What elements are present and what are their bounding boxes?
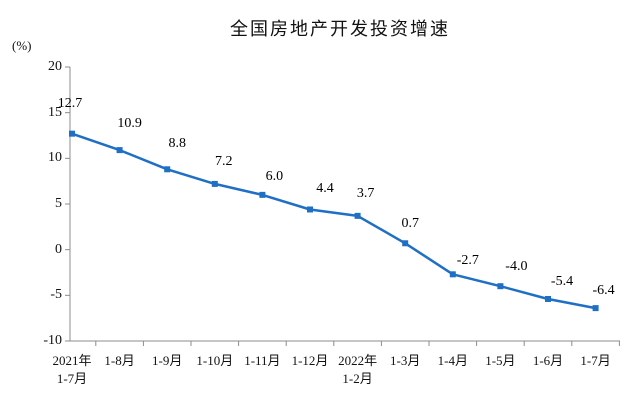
x-tick-label: 2021年 1-7月 xyxy=(52,353,92,386)
data-label: 8.8 xyxy=(168,136,186,152)
data-label: 6.0 xyxy=(265,168,284,184)
y-tick-label: 5 xyxy=(55,196,62,211)
data-label: 4.4 xyxy=(316,181,334,197)
data-label: 0.7 xyxy=(401,216,419,232)
data-point-marker xyxy=(211,180,218,187)
x-tick-label: 1-5月 xyxy=(485,353,516,368)
data-label: 3.7 xyxy=(356,185,375,201)
data-point-marker xyxy=(116,147,123,154)
data-point-marker xyxy=(307,206,313,213)
y-axis-unit-label: (%) xyxy=(12,38,32,53)
data-label: -2.7 xyxy=(456,253,479,269)
data-point-marker xyxy=(592,305,599,312)
y-tick-label: 0 xyxy=(55,241,62,257)
data-point-marker xyxy=(69,130,75,137)
data-point-marker xyxy=(259,191,266,198)
chart-title: 全国房地产开发投资增速 xyxy=(230,19,450,40)
x-tick-label: 2022年 1-2月 xyxy=(338,353,378,386)
data-label: -4.0 xyxy=(505,259,528,275)
data-label: 10.9 xyxy=(117,116,142,132)
data-label: 7.2 xyxy=(215,153,233,169)
x-tick-label: 1-10月 xyxy=(196,353,234,368)
x-tick-label: 1-6月 xyxy=(532,353,564,368)
x-tick-label: 1-3月 xyxy=(390,353,421,368)
y-tick-label: 10 xyxy=(48,150,62,166)
y-tick-label: 15 xyxy=(48,104,62,120)
data-point-marker xyxy=(449,271,456,278)
x-tick-label: 1-12月 xyxy=(291,353,329,368)
y-tick-label: -10 xyxy=(43,333,62,348)
data-label: -5.4 xyxy=(550,273,574,289)
x-tick-label: 1-11月 xyxy=(244,353,281,368)
x-tick-label: 1-4月 xyxy=(437,353,468,368)
y-tick-label: 20 xyxy=(48,59,62,74)
series-line xyxy=(70,132,597,310)
data-label: -6.4 xyxy=(592,283,615,299)
x-tick-label: 1-8月 xyxy=(104,353,135,368)
data-point-marker xyxy=(545,295,551,302)
data-point-marker xyxy=(164,166,171,173)
data-point-marker xyxy=(354,212,361,219)
x-tick-label: 1-7月 xyxy=(580,353,611,368)
y-tick-label: -5 xyxy=(50,287,62,303)
data-label: 12.7 xyxy=(57,95,83,111)
data-point-marker xyxy=(497,283,504,290)
x-tick-label: 1-9月 xyxy=(152,353,183,368)
data-point-marker xyxy=(402,240,409,247)
